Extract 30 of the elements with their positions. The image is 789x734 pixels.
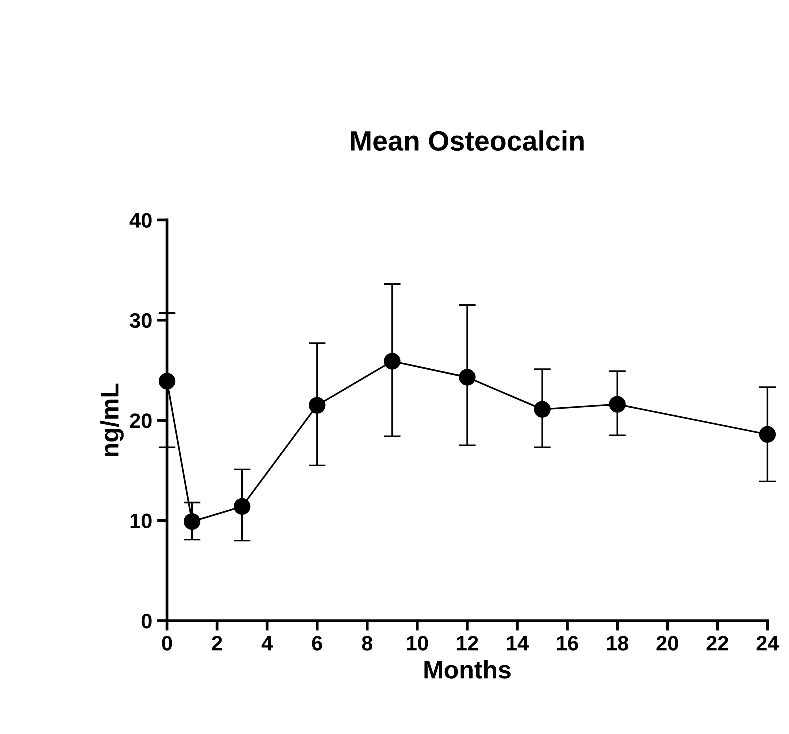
y-tick-label: 40: [130, 213, 152, 228]
point: [609, 396, 626, 413]
point: [309, 397, 326, 414]
x-tick-label: 4: [262, 636, 274, 651]
y-tick-label: 0: [142, 614, 152, 629]
x-axis-title: Months: [424, 660, 511, 679]
x-tick-label: 0: [162, 636, 172, 651]
y-tick-label: 10: [130, 514, 152, 529]
point: [234, 498, 251, 516]
x-tick-label: 20: [656, 636, 678, 651]
point: [534, 401, 551, 418]
point: [184, 513, 201, 530]
y-tick-label: 30: [130, 313, 152, 328]
x-tick-label: 12: [457, 636, 478, 651]
x-tick-label: 2: [212, 636, 222, 651]
x-tick-label: 22: [706, 636, 728, 651]
point: [459, 369, 476, 386]
x-tick-label: 6: [312, 636, 322, 651]
point: [384, 353, 401, 370]
x-tick-label: 8: [362, 636, 373, 651]
x-tick-label: 14: [507, 636, 529, 651]
x-tick-label: 16: [557, 636, 578, 651]
x-tick-label: 10: [407, 636, 428, 651]
x-tick-label: 18: [607, 636, 629, 651]
x-tick-label: 24: [756, 636, 780, 651]
chart-title: Mean Osteocalcin: [351, 130, 584, 152]
point: [759, 426, 776, 443]
y-tick-label: 20: [130, 414, 152, 428]
point: [158, 373, 176, 390]
y-axis-title: ng/mL: [100, 384, 124, 456]
